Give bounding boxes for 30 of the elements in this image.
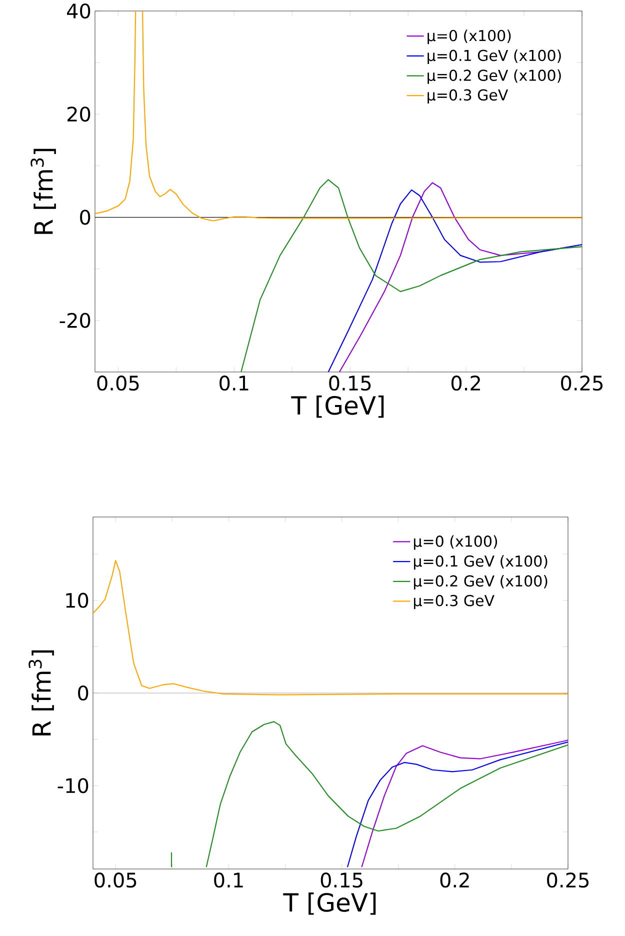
x-tick-label: 0.1 — [220, 376, 248, 391]
x-axis-title: T [GeV] — [291, 396, 384, 418]
y-axis-title: R [fm$^{3}$] — [30, 148, 56, 234]
x-tick-label: 0.25 — [561, 376, 603, 391]
y-tick-label: 0 — [80, 210, 90, 225]
y-tick-label: 10 — [66, 592, 88, 608]
y-axis-title: R [fm$^{3}$] — [28, 650, 54, 736]
x-tick-label: 0.2 — [451, 376, 480, 391]
x-tick-label: 0.15 — [320, 872, 362, 888]
legend-label: μ=0.3 GeV — [414, 594, 494, 610]
legend-label: μ=0.1 GeV (x100) — [414, 555, 548, 570]
legend-label: μ=0.3 GeV — [428, 89, 508, 104]
legend-label: μ=0.2 GeV (x100) — [428, 69, 561, 84]
legend-label: μ=0.1 GeV (x100) — [428, 50, 561, 64]
y-tick-label: 20 — [67, 106, 90, 122]
legend-label: μ=0.2 GeV (x100) — [414, 575, 548, 590]
y-tick-label: -10 — [58, 778, 88, 794]
y-tick-label: -20 — [60, 312, 90, 328]
line-series — [240, 179, 582, 372]
x-axis-title: T [GeV] — [283, 892, 376, 915]
y-tick-label: 0 — [78, 685, 88, 701]
x-tick-label: 0.05 — [97, 376, 139, 391]
legend-label: μ=0 (x100) — [428, 30, 511, 44]
x-tick-label: 0.1 — [214, 872, 243, 888]
x-tick-label: 0.05 — [94, 872, 136, 888]
x-tick-label: 0.25 — [547, 872, 589, 888]
x-tick-label: 0.2 — [440, 872, 469, 888]
x-tick-label: 0.15 — [329, 376, 371, 391]
legend-label: μ=0 (x100) — [414, 535, 498, 550]
y-tick-label: 40 — [66, 3, 90, 19]
